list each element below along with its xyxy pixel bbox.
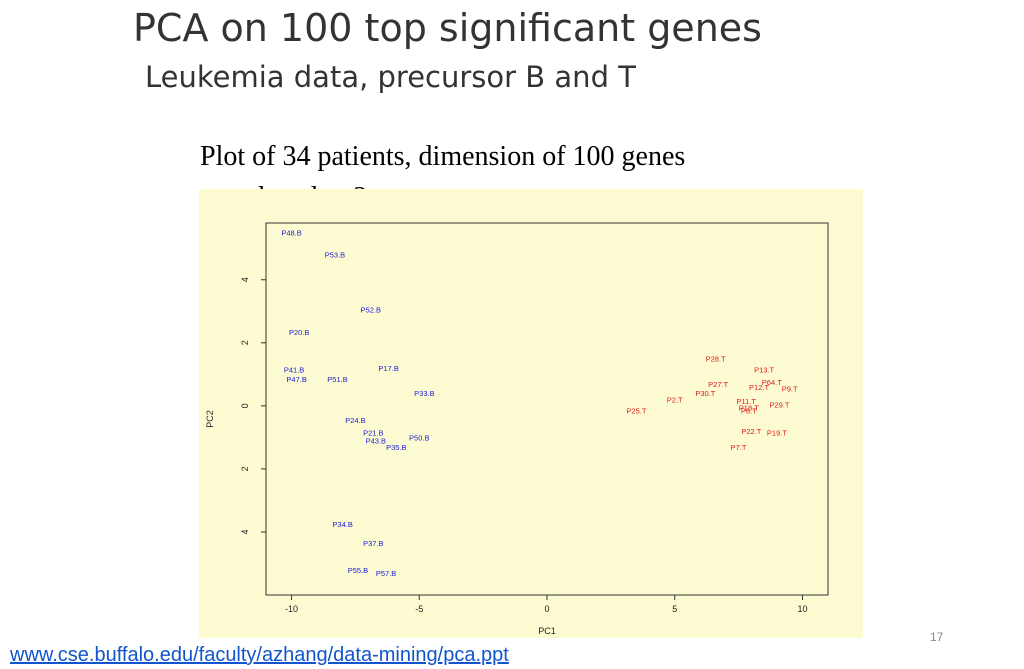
point-label-p53-b: P53.B (325, 251, 345, 260)
point-label-p29-t: P29.T (769, 400, 789, 409)
point-label-p13-t: P13.T (754, 366, 774, 375)
point-label-p22-t: P22.T (741, 427, 761, 436)
point-label-p28-t: P28.T (706, 355, 726, 364)
y-axis-label: PC2 (205, 410, 215, 428)
point-label-p34-b: P34.B (332, 520, 352, 529)
point-label-p12-t: P12.T (749, 383, 769, 392)
x-axis-label: PC1 (538, 626, 556, 636)
point-label-p35-b: P35.B (386, 443, 406, 452)
pca-scatter-plot: -10 -5 0 5 10 4 2 0 2 4 PC1 PC2 P48.B P53.B P52.B P20.B… (205, 222, 829, 636)
point-label-p17-b: P17.B (378, 364, 398, 373)
point-label-p41-b: P41.B (284, 366, 304, 375)
x-tick-label: 5 (672, 604, 677, 614)
point-label-p55-b: P55.B (348, 566, 368, 575)
y-tick-label: 4 (240, 277, 250, 282)
x-tick-label: 10 (797, 604, 807, 614)
point-label-p37-b: P37.B (363, 539, 383, 548)
point-label-p19-t: P19.T (767, 429, 787, 438)
slide-subtitle: Leukemia data, precursor B and T (145, 60, 636, 94)
point-label-p9-t: P9.T (782, 385, 798, 394)
page-number: 17 (930, 630, 944, 644)
point-label-p48-b: P48.B (281, 228, 301, 237)
x-tick-label: -5 (415, 604, 423, 614)
y-tick-label: 0 (240, 403, 250, 408)
y-tick-label: 2 (240, 466, 250, 471)
point-label-p6-t: P6.T (741, 407, 757, 416)
point-label-p18-t: P18.T (739, 403, 759, 412)
plot-background (199, 189, 863, 638)
point-label-p20-b: P20.B (289, 328, 309, 337)
source-link[interactable]: www.cse.buffalo.edu/faculty/azhang/data-… (10, 644, 509, 666)
y-tick-label: 2 (240, 340, 250, 345)
point-label-p24-b: P24.B (345, 416, 365, 425)
point-label-p25-t: P25.T (626, 407, 646, 416)
point-label-p43-b: P43.B (366, 437, 386, 446)
slide-title: PCA on 100 top significant genes (133, 6, 762, 50)
point-label-p7-t: P7.T (731, 443, 747, 452)
y-tick-label: 4 (240, 529, 250, 534)
point-label-p21-b: P21.B (363, 429, 383, 438)
point-label-p57-b: P57.B (376, 569, 396, 578)
point-label-p50-b: P50.B (409, 433, 429, 442)
point-label-p2-t: P2.T (667, 396, 683, 405)
point-label-p30-t: P30.T (695, 389, 715, 398)
point-label-p27-t: P27.T (708, 380, 728, 389)
point-label-p11-t: P11.T (737, 397, 757, 406)
caption-line-1: Plot of 34 patients, dimension of 100 ge… (200, 141, 686, 172)
x-tick-label: 0 (544, 604, 549, 614)
x-tick-label: -10 (285, 604, 298, 614)
point-label-p52-b: P52.B (361, 306, 381, 315)
point-label-p33-b: P33.B (414, 389, 434, 398)
point-label-p47-b: P47.B (286, 375, 306, 384)
point-label-p51-b: P51.B (327, 375, 347, 384)
point-label-p64-t: P64.T (762, 378, 782, 387)
